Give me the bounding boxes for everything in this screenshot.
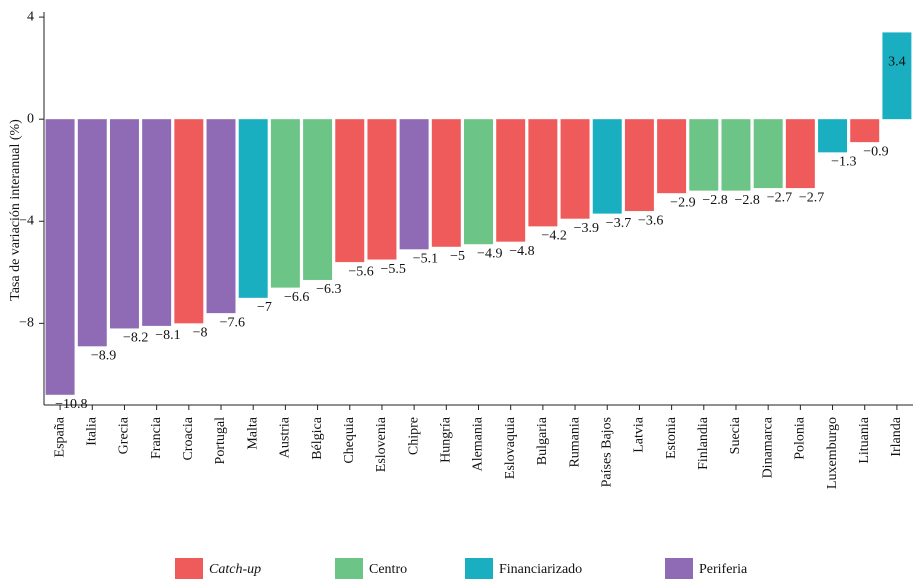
x-tick-label: Bulgaria [535, 416, 550, 465]
x-tick-label: Dinamarca [760, 416, 775, 478]
bar [689, 119, 719, 191]
value-label: −3.9 [574, 221, 599, 236]
legend-label: Financiarizado [499, 562, 582, 577]
x-tick-label: Luxemburgo [825, 417, 840, 489]
x-tick-label: Chipre [406, 417, 421, 455]
value-label: −5.1 [413, 252, 438, 267]
legend-label: Catch-up [209, 562, 261, 577]
legend-swatch [665, 558, 693, 579]
y-tick-label: 4 [27, 9, 34, 24]
x-tick-label: Bélgica [310, 416, 325, 460]
x-tick-label: Países Bajos [599, 417, 614, 487]
bar [367, 119, 397, 260]
bar [624, 119, 654, 212]
value-label: −4.8 [509, 244, 534, 259]
x-tick-label: Austria [278, 416, 293, 458]
bar [303, 119, 333, 280]
y-axis-title: Tasa de variación interanual (%) [8, 119, 23, 301]
bar [206, 119, 236, 314]
bar [45, 119, 75, 395]
x-tick-label: Estonia [664, 416, 679, 459]
value-label: −8.1 [155, 328, 180, 343]
value-label: −5 [450, 249, 465, 264]
bar [496, 119, 526, 242]
bar [560, 119, 590, 219]
bar [657, 119, 687, 194]
value-label: −8.2 [123, 331, 148, 346]
legend-swatch [465, 558, 493, 579]
x-tick-label: Suecia [728, 416, 743, 454]
bar [721, 119, 751, 191]
x-tick-label: Eslovenia [374, 416, 389, 472]
x-tick-label: Alemania [471, 416, 486, 471]
value-label: −3.6 [638, 213, 663, 228]
bar [528, 119, 558, 227]
value-label: −8 [193, 326, 208, 341]
value-label: −0.9 [863, 144, 888, 159]
value-label: −4.2 [541, 229, 566, 244]
value-label: −3.7 [606, 216, 631, 231]
x-tick-label: Grecia [117, 416, 132, 454]
value-label: −2.8 [735, 193, 760, 208]
y-tick-label: −8 [19, 316, 34, 331]
value-label: 3.4 [888, 55, 906, 70]
x-tick-label: Polonia [793, 416, 808, 460]
bar [464, 119, 493, 245]
x-tick-label: Italia [84, 416, 99, 446]
x-tick-label: Hungría [439, 416, 454, 463]
x-tick-label: Portugal [213, 417, 228, 465]
value-label: −4.9 [477, 246, 502, 261]
legend-swatch [335, 558, 363, 579]
value-label: −1.3 [831, 155, 856, 170]
x-tick-label: Irlanda [889, 416, 904, 456]
x-tick-label: Malta [245, 416, 260, 449]
bar [142, 119, 172, 326]
x-tick-label: Finlandia [696, 416, 711, 470]
bar [431, 119, 461, 247]
value-label: −2.8 [702, 193, 727, 208]
legend-swatch [175, 558, 203, 579]
x-tick-label: Rumania [567, 416, 582, 467]
bar [270, 119, 300, 288]
legend-label: Centro [369, 562, 407, 577]
x-tick-label: España [52, 416, 67, 457]
bar [238, 119, 268, 298]
bar [753, 119, 783, 189]
value-label: −7 [257, 300, 272, 315]
bar [882, 32, 912, 120]
value-label: −7.6 [220, 315, 245, 330]
value-label: −6.6 [284, 290, 309, 305]
x-tick-label: Chequia [342, 416, 357, 463]
x-tick-label: Croacia [181, 416, 196, 460]
bar [850, 119, 880, 143]
value-label: −2.7 [799, 190, 824, 205]
value-label: −10.8 [55, 397, 87, 412]
value-label: −2.9 [670, 195, 695, 210]
bar [592, 119, 622, 214]
value-label: −6.3 [316, 282, 341, 297]
x-tick-label: Latvia [632, 416, 647, 453]
bar [77, 119, 107, 347]
bar [399, 119, 429, 250]
value-label: −5.6 [348, 264, 373, 279]
x-tick-label: Lituania [857, 416, 872, 463]
value-label: −2.7 [767, 190, 792, 205]
bar [109, 119, 139, 329]
bar [785, 119, 815, 189]
value-label: −5.5 [381, 262, 406, 277]
bar [818, 119, 848, 153]
bar [335, 119, 365, 263]
value-label: −8.9 [91, 349, 116, 364]
x-tick-label: Eslovaquia [503, 416, 518, 479]
bar [174, 119, 204, 324]
y-tick-label: 0 [27, 111, 34, 126]
legend-label: Periferia [699, 562, 748, 577]
y-tick-label: −4 [19, 213, 34, 228]
x-tick-label: Francia [149, 416, 164, 459]
